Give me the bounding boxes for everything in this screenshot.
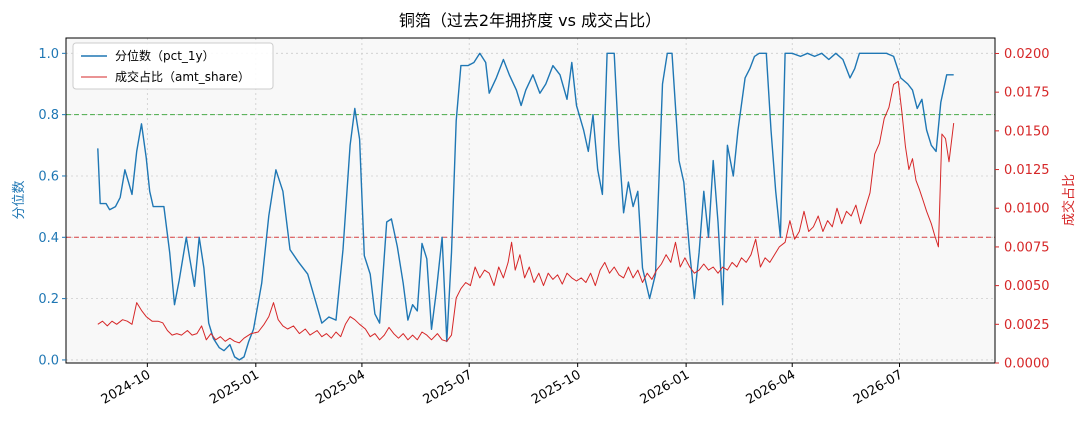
right-tick-label: 0.0125 (1004, 163, 1050, 178)
right-tick-label: 0.0075 (1004, 240, 1050, 255)
left-tick-label: 0.0 (38, 353, 59, 368)
legend: 分位数（pct_1y） 成交占比（amt_share） (72, 42, 274, 90)
grid-lines (66, 38, 995, 363)
plot-frame (65, 37, 996, 364)
right-tick-label: 0.0200 (1004, 47, 1050, 62)
left-tick-label: 0.6 (38, 169, 59, 184)
series-line-amt (97, 80, 955, 344)
left-tick-label: 0.4 (38, 231, 59, 246)
right-axis: 0.0000 0.0025 0.0050 0.0075 0.0100 0.0125 0.01… (995, 47, 1050, 372)
reference-lines (66, 114, 995, 238)
right-tick-label: 0.0150 (1004, 124, 1050, 139)
right-tick-label: 0.0175 (1004, 86, 1050, 101)
right-axis-label: 成交占比 (1061, 174, 1077, 226)
chart-title: 铜箔（过去2年拥挤度 vs 成交占比） (399, 11, 661, 30)
legend-label-amt: 成交占比（amt_share） (115, 69, 250, 84)
left-axis-label: 分位数 (12, 180, 27, 219)
series-line-pct (97, 52, 954, 361)
plot-area (66, 38, 995, 363)
left-axis: 0.0 0.2 0.4 0.6 0.8 1.0 (38, 47, 66, 368)
right-tick-label: 0.0050 (1004, 279, 1050, 294)
right-tick-label: 0.0025 (1004, 318, 1050, 333)
series-layer (97, 52, 955, 361)
right-tick-label: 0.0000 (1004, 357, 1050, 372)
left-tick-label: 0.2 (38, 292, 59, 307)
right-tick-label: 0.0100 (1004, 202, 1050, 217)
legend-label-pct: 分位数（pct_1y） (115, 48, 215, 63)
left-tick-label: 0.8 (38, 108, 59, 123)
left-tick-label: 1.0 (38, 47, 59, 62)
legend-box (72, 42, 274, 90)
